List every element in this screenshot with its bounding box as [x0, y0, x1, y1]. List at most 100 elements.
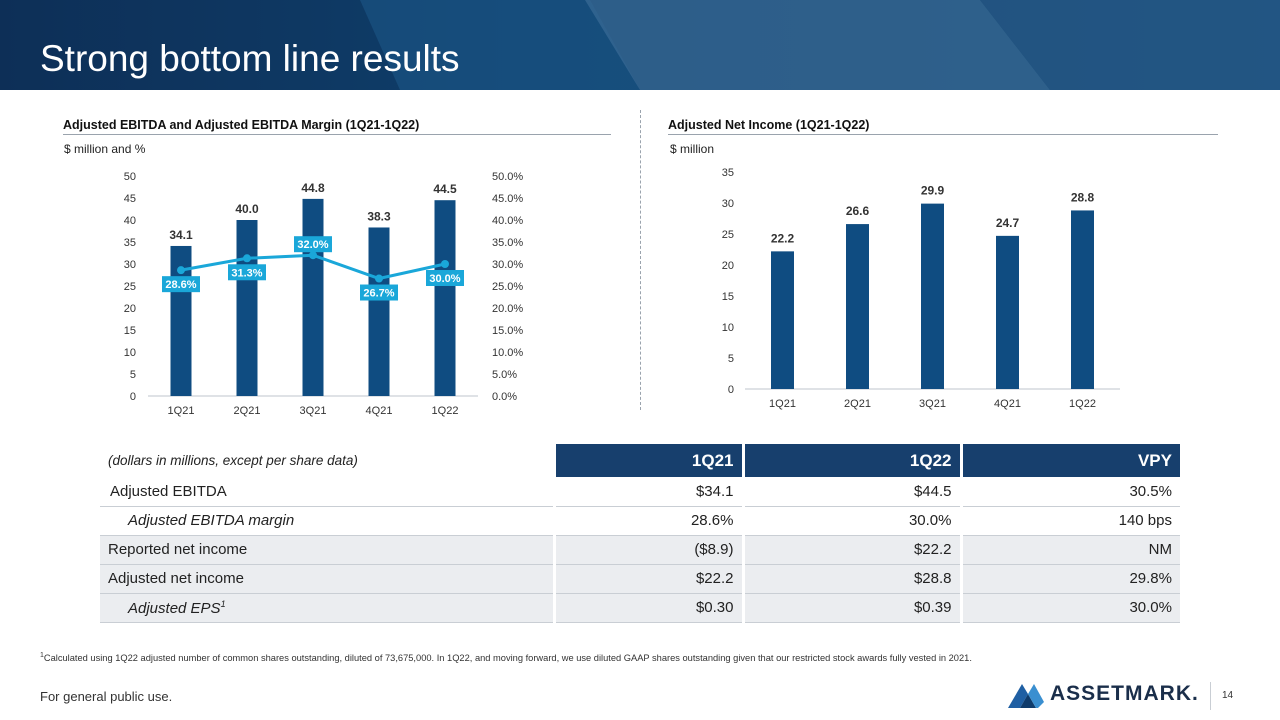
y-tick-label: 20 — [124, 303, 136, 315]
bar — [921, 203, 944, 389]
margin-label-box — [294, 236, 332, 253]
margin-label-box — [228, 264, 266, 281]
y-tick-label: 5 — [728, 353, 734, 365]
row-value: 30.5% — [959, 477, 1180, 507]
bar — [368, 227, 390, 396]
row-label-text: Adjusted EPS — [128, 599, 221, 617]
footnote: 1Calculated using 1Q22 adjusted number o… — [40, 652, 972, 663]
y-tick-label: 45 — [124, 193, 136, 205]
x-tick-label: 1Q22 — [432, 405, 459, 417]
x-tick-label: 2Q21 — [234, 405, 261, 417]
row-label: Adjusted EPS1 — [100, 593, 554, 623]
table-row: Adjusted EPS1 $0.30 $0.39 30.0% — [100, 593, 1180, 623]
row-value: 30.0% — [741, 506, 961, 536]
bar-data-label: 26.6 — [846, 204, 870, 218]
table-row: Adjusted EBITDA margin 28.6% 30.0% 140 b… — [100, 506, 1180, 536]
table-header-1q22: 1Q22 — [741, 444, 961, 477]
right-chart-title: Adjusted Net Income (1Q21-1Q22) — [668, 118, 870, 132]
y2-tick-label: 40.0% — [492, 215, 523, 227]
row-value: $22.2 — [741, 535, 961, 565]
chart-divider — [640, 110, 641, 410]
y-tick-label: 20 — [722, 260, 734, 272]
page-title: Strong bottom line results — [40, 38, 460, 79]
row-value: 30.0% — [959, 593, 1180, 623]
right-chart-unit: $ million — [670, 142, 715, 156]
row-value: $28.8 — [741, 564, 961, 594]
y-tick-label: 0 — [728, 384, 734, 396]
margin-point — [243, 254, 251, 263]
row-label: Adjusted EBITDA — [100, 477, 554, 507]
bar — [302, 198, 324, 396]
y2-tick-label: 45.0% — [492, 193, 523, 205]
row-value: NM — [959, 535, 1180, 565]
bar — [434, 200, 456, 396]
footnote-text: Calculated using 1Q22 adjusted number of… — [43, 653, 972, 664]
table-row: Adjusted net income $22.2 $28.8 29.8% — [100, 564, 1180, 594]
y2-tick-label: 50.0% — [492, 171, 523, 183]
table-note: (dollars in millions, except per share d… — [100, 444, 554, 477]
bar-data-label: 28.8 — [1071, 190, 1095, 204]
ebitda-chart: 0 5 10 15 20 25 30 35 40 45 50 0.0% 5.0% 10.0% 15.0% 20… — [124, 171, 524, 417]
row-label: Reported net income — [100, 535, 554, 565]
row-value: $34.1 — [552, 477, 743, 507]
footnote-marker: 1 — [40, 652, 44, 659]
y2-tick-label: 0.0% — [492, 391, 517, 403]
row-value: $44.5 — [741, 477, 961, 507]
margin-data-label: 28.6% — [165, 279, 196, 291]
bar — [1071, 210, 1094, 389]
y2-tick-label: 10.0% — [492, 347, 523, 359]
bar-data-label: 40.0 — [235, 202, 259, 216]
x-tick-label: 4Q21 — [366, 405, 393, 417]
y-tick-label: 15 — [124, 325, 136, 337]
y-tick-label: 10 — [722, 322, 734, 334]
bar-data-label: 38.3 — [367, 209, 391, 223]
margin-point — [375, 274, 383, 283]
footnote-marker: 1 — [220, 598, 226, 609]
row-label: Adjusted EBITDA margin — [100, 506, 554, 536]
row-value: $0.30 — [552, 593, 743, 623]
row-value: ($8.9) — [552, 535, 743, 565]
bar — [771, 251, 794, 389]
y-tick-label: 0 — [130, 391, 136, 403]
y-tick-label: 40 — [124, 215, 136, 227]
row-value: $22.2 — [552, 564, 743, 594]
y-tick-label: 50 — [124, 171, 136, 183]
row-value: 140 bps — [959, 506, 1180, 536]
bar — [996, 235, 1019, 389]
margin-data-label: 32.0% — [297, 239, 328, 251]
bar-data-label: 24.7 — [996, 216, 1020, 230]
x-tick-label: 1Q22 — [1069, 398, 1096, 410]
y-tick-label: 35 — [722, 167, 734, 179]
y-tick-label: 25 — [124, 281, 136, 293]
bar — [236, 220, 258, 396]
table-row: Adjusted EBITDA $34.1 $44.5 30.5% — [100, 477, 1180, 507]
bar-data-label: 44.8 — [301, 181, 325, 195]
y-tick-label: 35 — [124, 237, 136, 249]
table-header-vpy: VPY — [959, 444, 1180, 477]
banner-decoration — [360, 0, 1280, 90]
margin-point — [309, 251, 317, 260]
margin-point — [177, 266, 185, 275]
y-tick-label: 25 — [722, 229, 734, 241]
assetmark-logo: ASSETMARK. — [1008, 680, 1199, 708]
margin-data-label: 31.3% — [231, 267, 262, 279]
x-tick-label: 2Q21 — [844, 398, 871, 410]
y2-tick-label: 30.0% — [492, 259, 523, 271]
y-tick-label: 30 — [124, 259, 136, 271]
row-value: 29.8% — [959, 564, 1180, 594]
logo-text: ASSETMARK. — [1050, 682, 1199, 705]
page-number: 14 — [1222, 690, 1234, 701]
y2-tick-label: 5.0% — [492, 369, 517, 381]
table-header-row: (dollars in millions, except per share d… — [100, 444, 1180, 477]
header-banner: Strong bottom line results — [0, 0, 1280, 90]
margin-point — [441, 260, 449, 268]
footer-separator — [1210, 682, 1211, 710]
y-tick-label: 5 — [130, 369, 136, 381]
table-row: Reported net income ($8.9) $22.2 NM — [100, 535, 1180, 565]
x-tick-label: 3Q21 — [919, 398, 946, 410]
x-tick-label: 3Q21 — [300, 405, 327, 417]
x-tick-label: 1Q21 — [769, 398, 796, 410]
logo-mark-icon — [1008, 684, 1044, 708]
left-chart-unit: $ million and % — [64, 142, 146, 156]
margin-data-label: 26.7% — [363, 288, 394, 300]
